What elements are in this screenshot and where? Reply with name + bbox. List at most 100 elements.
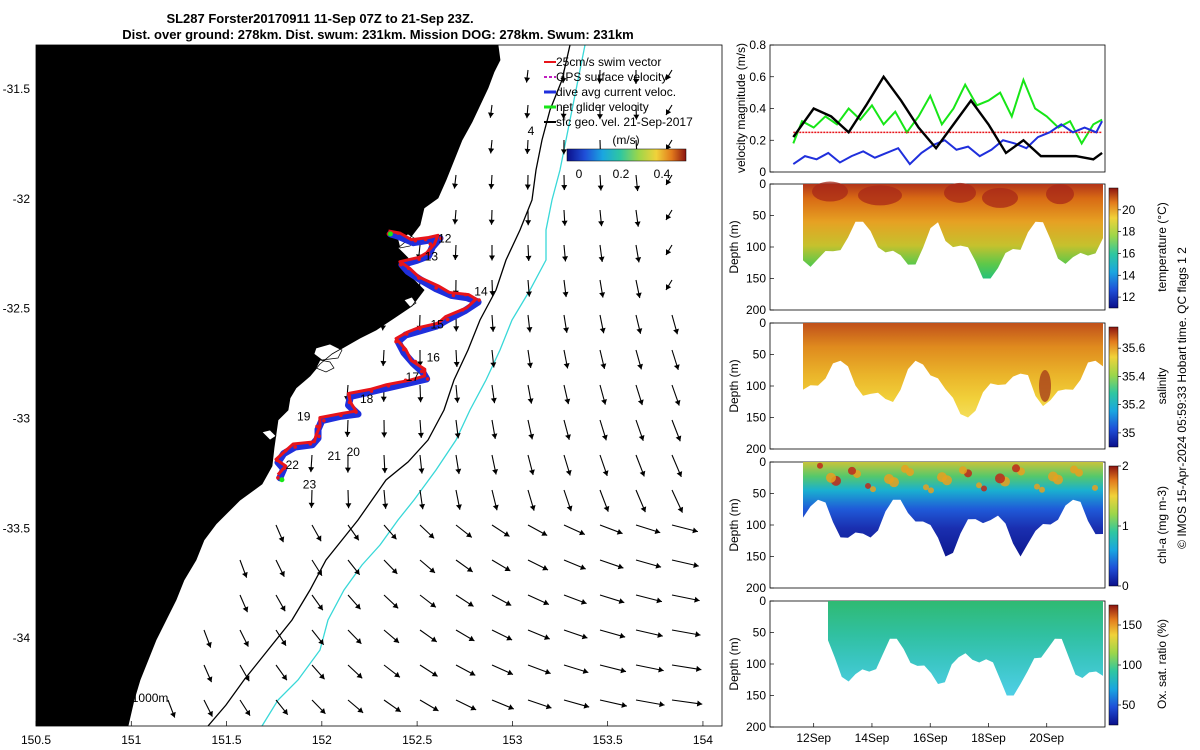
swim-vector-point: [354, 410, 358, 414]
geo-arrow-head: [622, 737, 627, 743]
colorbar-label: Ox. sat. ratio (%): [1155, 619, 1169, 709]
temperature-warm-patch: [812, 181, 848, 202]
map-xtick-label: 152.5: [402, 733, 432, 747]
geo-arrow-head: [491, 433, 498, 439]
geo-arrow-head: [528, 433, 535, 440]
colorbar-tick-label: 150: [1122, 618, 1142, 632]
swim-vector-point: [293, 445, 297, 449]
geo-arrow-head: [541, 530, 548, 536]
geo-arrow: [348, 735, 364, 747]
geo-arrow-head: [492, 469, 499, 475]
land-mass: [36, 45, 500, 726]
geo-arrow: [636, 735, 665, 740]
section-colorbar: [1108, 326, 1119, 448]
geo-arrow-head: [637, 399, 644, 406]
map-xtick-label: 150.5: [21, 733, 51, 747]
geo-arrow-head: [316, 569, 322, 576]
section-ytick-label: 200: [746, 442, 766, 456]
temperature-warm-patch: [944, 182, 976, 203]
geo-arrow-head: [660, 736, 665, 742]
geo-arrow-head: [603, 505, 610, 512]
geo-arrow-head: [280, 639, 287, 646]
velocity-panel: 0 0.2 0.4 0.6 0.8 velocity magnitude (m/s): [734, 38, 1106, 179]
geo-arrow-head: [417, 432, 424, 438]
velocity-series-line: [792, 74, 1103, 161]
day-label: 19: [297, 410, 311, 424]
geo-arrow-head: [525, 291, 532, 297]
velocity-ytick-label: 0.2: [749, 133, 766, 147]
swim-vector-point: [347, 400, 352, 405]
geo-arrow-head: [666, 74, 672, 80]
geo-arrow-head: [526, 326, 533, 333]
geo-arrow-head: [508, 704, 514, 710]
section-heatmap: [803, 323, 1103, 418]
geo-arrow-head: [382, 503, 389, 509]
geo-arrow-head: [353, 534, 359, 541]
map-colorbar-tick-2: 0.4: [654, 167, 671, 181]
day-label: 14: [474, 284, 488, 298]
map-xtick-label: 152: [312, 733, 332, 747]
chlorophyll-patch: [884, 474, 894, 485]
geo-arrow-head: [452, 254, 459, 260]
chlorophyll-patch: [817, 462, 823, 469]
section-ytick-label: 150: [746, 411, 766, 425]
section-ylabel: Depth (m): [727, 498, 741, 551]
geo-arrow-head: [673, 328, 679, 335]
geo-arrow-head: [243, 640, 249, 647]
colorbar-tick-label: 18: [1122, 225, 1136, 239]
map-ytick-label: -31.5: [3, 82, 31, 96]
section-xtick-label: 16Sep: [913, 731, 948, 745]
geo-arrow-head: [490, 397, 497, 404]
geo-arrow-head: [560, 149, 567, 155]
geo-arrow: [384, 735, 402, 746]
map-ytick-label: -32.5: [3, 302, 31, 316]
geo-arrow-head: [666, 284, 672, 290]
geo-arrow-head: [506, 635, 513, 641]
swim-vector-point: [428, 242, 433, 246]
geo-arrow-head: [381, 432, 388, 438]
swim-vector-point: [460, 308, 465, 312]
geo-arrow-head: [639, 470, 646, 477]
geo-arrow-head: [490, 362, 497, 368]
credit-footer: © IMOS 15-Apr-2024 05:59:33 Hobart time.…: [1175, 247, 1189, 549]
swim-vector-point: [434, 286, 438, 290]
geo-arrow-head: [666, 179, 672, 185]
geo-arrow: [168, 735, 176, 750]
geo-arrow-head: [455, 468, 462, 475]
net-velocity-point: [279, 477, 285, 483]
section-ytick-label: 100: [746, 518, 766, 532]
chlorophyll-patch: [923, 484, 929, 491]
section-ytick-label: 50: [753, 209, 767, 223]
section-heatmap: [803, 184, 1103, 279]
geo-arrow-head: [417, 397, 424, 403]
section-heatmap: [828, 601, 1103, 696]
geo-arrow-head: [599, 327, 606, 334]
geo-arrow-head: [354, 568, 360, 575]
geo-arrow-head: [431, 671, 438, 677]
chlorophyll-patch: [1034, 483, 1040, 490]
geo-arrow-head: [428, 532, 435, 539]
geo-arrow-head: [355, 638, 362, 644]
swim-vector-point: [275, 458, 279, 463]
geo-arrow-head: [242, 571, 248, 578]
section-ylabel: Depth (m): [727, 220, 741, 273]
surface-geostrophic-arrows: [167, 69, 703, 750]
section-ytick-label: 100: [746, 379, 766, 393]
swim-vector-point: [315, 424, 319, 429]
geo-arrow-head: [380, 360, 387, 367]
colorbar-label: temperature (°C): [1155, 202, 1169, 292]
geo-arrow-head: [319, 708, 326, 714]
temperature-warm-patch: [858, 185, 902, 206]
geo-arrow-head: [666, 109, 672, 115]
geo-arrow-head: [638, 435, 645, 441]
geo-arrow-head: [524, 112, 531, 119]
swim-vector-point: [386, 383, 391, 388]
day-label: 13: [425, 249, 439, 263]
geo-arrow-head: [281, 674, 287, 681]
chlorophyll-patch: [1012, 464, 1020, 473]
colorbar-tick-label: 100: [1122, 658, 1142, 672]
section-ytick-label: 200: [746, 720, 766, 734]
geo-arrow-head: [452, 219, 459, 225]
geo-arrow-head: [693, 562, 699, 568]
